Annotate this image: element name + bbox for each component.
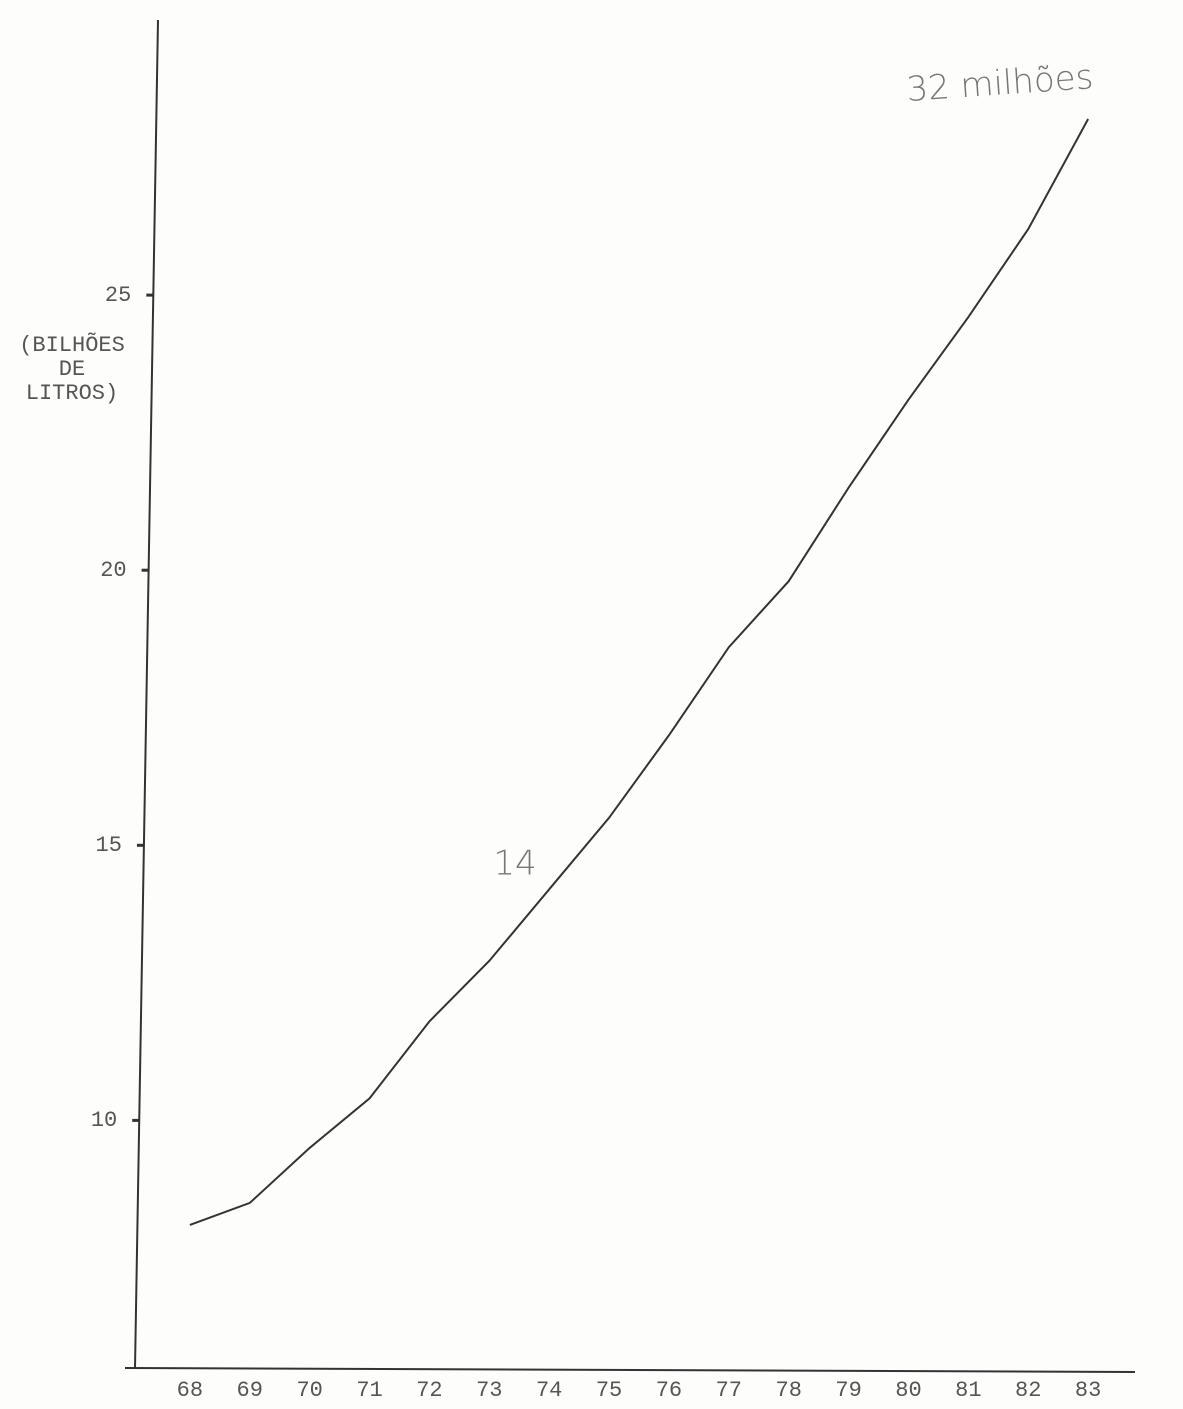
x-tick-label: 79: [835, 1378, 861, 1403]
x-tick-label: 73: [476, 1378, 502, 1403]
x-tick-label: 70: [296, 1378, 322, 1403]
x-tick-label: 68: [177, 1378, 203, 1403]
line: [190, 119, 1088, 1225]
y-axis: [135, 20, 158, 1368]
y-axis-label: DE: [59, 357, 85, 382]
x-tick-label: 74: [536, 1378, 562, 1403]
x-tick-label: 72: [416, 1378, 442, 1403]
x-tick-label: 78: [776, 1378, 802, 1403]
chart: (BILHÕES DE LITROS) 10 15 20 25 68 69 70 71 72 73…: [0, 0, 1183, 1409]
y-tick-label: 25: [105, 283, 131, 308]
annotation: 14: [493, 844, 536, 884]
annotation: 32 milhões: [905, 57, 1094, 110]
y-tick-label: 10: [91, 1108, 117, 1133]
x-tick-label: 71: [356, 1378, 382, 1403]
x-tick-label: 81: [955, 1378, 981, 1403]
x-tick-label: 82: [1015, 1378, 1041, 1403]
y-tick-label: 15: [96, 833, 122, 858]
y-tick-label: 20: [100, 558, 126, 583]
x-axis: [125, 1368, 1135, 1372]
y-axis-label: LITROS): [26, 381, 118, 406]
x-tick-label: 77: [716, 1378, 742, 1403]
x-tick-label: 83: [1075, 1378, 1101, 1403]
x-tick-label: 75: [596, 1378, 622, 1403]
x-tick-label: 69: [237, 1378, 263, 1403]
x-tick-label: 80: [895, 1378, 921, 1403]
x-tick-label: 76: [656, 1378, 682, 1403]
y-axis-label: (BILHÕES: [19, 331, 125, 358]
